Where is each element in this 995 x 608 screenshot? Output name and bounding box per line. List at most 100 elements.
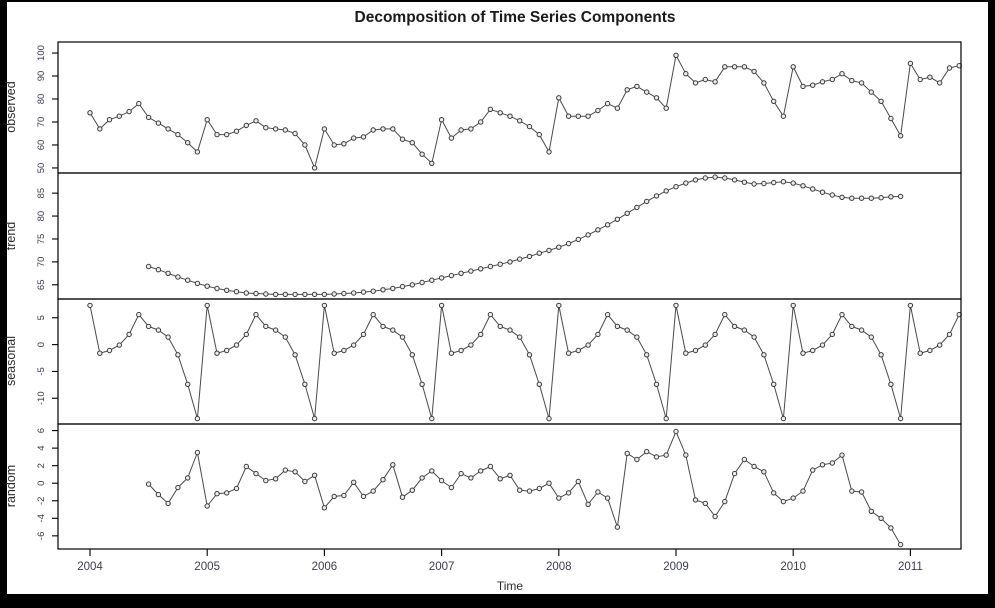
data-point-seasonal [155,327,162,333]
data-point-observed [946,65,953,71]
data-point-observed [351,135,357,141]
x-tick-label-2004: 2004 [77,561,103,573]
data-point-observed [126,108,132,115]
data-point-trend [634,204,640,211]
data-point-random [644,448,650,455]
data-point-random [302,478,308,485]
data-point-observed [858,80,865,86]
data-point-random [185,475,191,481]
data-point-random [731,470,738,477]
data-point-observed [604,100,611,107]
data-point-random [761,469,767,475]
data-point-seasonal [692,347,699,354]
data-point-observed [761,80,767,86]
data-point-observed [253,118,259,124]
data-point-trend [644,198,650,205]
data-point-observed [917,76,923,83]
data-point-trend [497,261,503,267]
data-point-observed [731,64,738,70]
data-point-seasonal [409,352,415,358]
data-point-observed [800,83,806,90]
data-point-trend [390,285,396,292]
data-point-random [263,477,269,484]
data-point-seasonal [731,323,738,330]
data-point-observed [644,89,650,95]
data-point-trend [556,244,562,250]
y-tick-label-trend: 85 [36,188,47,199]
data-point-random [546,480,552,486]
data-point-trend [683,180,689,186]
data-point-random [839,452,845,458]
data-point-random [858,489,865,495]
data-point-observed [448,135,455,141]
data-point-random [683,452,689,458]
data-point-observed [321,126,328,132]
data-point-seasonal [751,334,757,340]
data-point-trend [214,285,220,292]
data-point-observed [468,126,474,132]
data-point-observed [517,118,523,124]
data-point-observed [829,76,835,83]
data-point-observed [419,151,425,157]
y-tick-label-random: 4 [36,445,47,450]
data-point-observed [810,82,816,88]
data-point-seasonal [497,323,503,330]
data-point-random [673,428,679,435]
data-point-observed [897,133,904,139]
data-point-seasonal [897,415,904,422]
data-point-observed [370,127,376,133]
data-point-observed [790,64,796,70]
data-point-seasonal [331,350,337,356]
data-point-trend [311,291,318,298]
data-point-trend [194,280,201,287]
data-point-seasonal [106,347,113,354]
data-point-random [448,484,455,491]
data-point-seasonal [946,331,953,338]
data-point-seasonal [517,334,523,340]
data-point-seasonal [380,323,386,330]
data-point-seasonal [145,323,152,330]
data-point-observed [585,113,591,119]
data-point-random [575,478,581,485]
plot-canvas [7,2,988,594]
data-point-seasonal [292,352,298,358]
data-point-seasonal [653,381,660,387]
data-point-random [370,488,376,494]
data-point-random [165,500,171,507]
data-point-random [810,467,816,473]
y-tick-label-random: 0 [36,481,47,486]
data-point-seasonal [585,342,591,348]
data-point-random [429,468,435,474]
data-point-seasonal [370,311,376,318]
y-tick-label-seasonal: 5 [36,315,47,320]
data-point-seasonal [673,302,679,309]
data-point-random [722,498,728,505]
x-tick-label-2007: 2007 [429,561,455,573]
ylabel-random: random [4,465,18,507]
data-point-trend [302,291,308,298]
data-point-random [204,503,210,509]
data-point-observed [771,98,777,105]
data-point-observed [390,126,396,132]
data-point-random [868,508,874,514]
data-point-trend [819,189,826,195]
data-point-trend [897,193,904,200]
data-point-seasonal [927,347,933,354]
data-point-observed [751,68,757,75]
data-point-seasonal [194,415,201,422]
data-point-observed [292,130,298,137]
data-point-observed [429,160,435,167]
data-point-seasonal [321,302,328,309]
data-point-observed [888,115,894,122]
data-point-seasonal [360,331,367,338]
y-tick-label-observed: 100 [36,45,47,61]
data-point-seasonal [858,327,865,333]
data-point-random [888,525,894,531]
data-point-trend [741,179,748,185]
data-point-seasonal [272,327,279,333]
data-point-random [409,487,415,493]
data-point-observed [165,126,171,132]
data-point-random [780,498,787,505]
data-point-observed [878,98,884,105]
